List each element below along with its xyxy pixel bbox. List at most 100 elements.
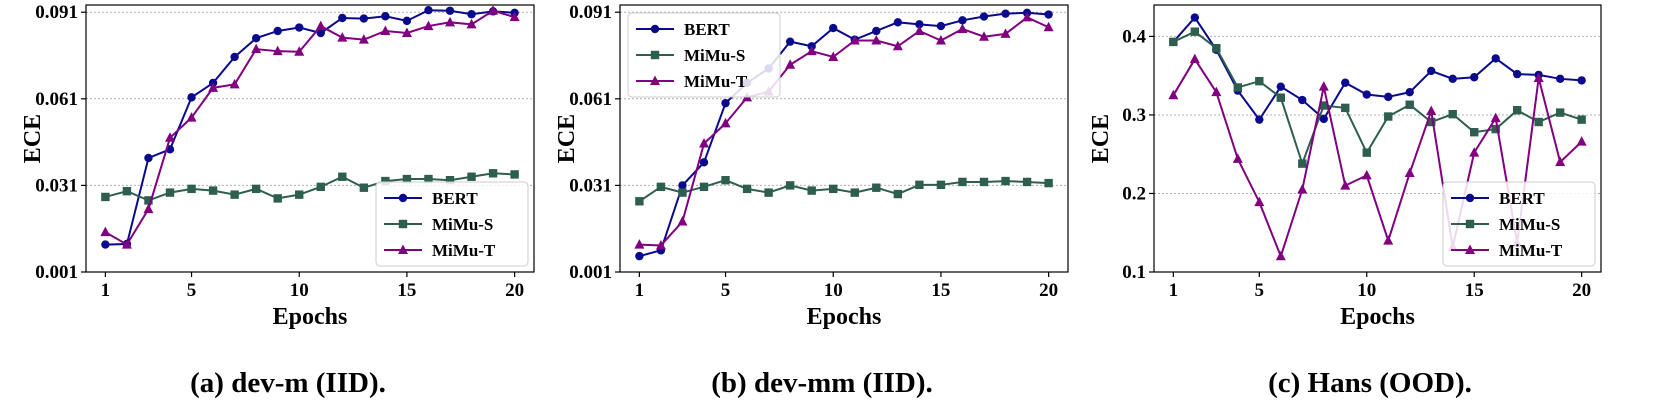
data-point-mimu-s	[338, 172, 347, 181]
data-point-mimu-s	[402, 174, 412, 184]
data-point-mimu-t	[871, 35, 882, 45]
data-point-bert	[1427, 66, 1436, 76]
legend: BERT MiMu-S MiMu-T	[1442, 181, 1596, 267]
data-point-mimu-s	[1319, 101, 1328, 110]
data-point-mimu-s	[1233, 83, 1243, 92]
data-point-mimu-s	[208, 186, 218, 195]
data-point-mimu-t	[1404, 167, 1415, 178]
data-point-mimu-s	[979, 177, 989, 187]
data-point-mimu-t	[251, 43, 262, 54]
data-point-mimu-s	[1384, 112, 1393, 121]
data-point-mimu-s	[1512, 106, 1522, 115]
data-point-mimu-t	[785, 59, 796, 69]
x-tick-label: 5	[721, 280, 731, 301]
data-point-mimu-s	[807, 186, 816, 195]
data-point-mimu-t	[892, 40, 903, 51]
data-point-bert	[381, 12, 390, 21]
legend-box	[627, 12, 781, 98]
data-point-mimu-s	[785, 181, 795, 190]
data-point-bert	[829, 23, 838, 33]
x-tick-label: 20	[505, 280, 524, 301]
x-axis-label: Epochs	[807, 304, 882, 330]
data-point-bert	[295, 23, 304, 32]
y-axis-label: ECE	[20, 114, 46, 163]
data-point-bert	[1405, 87, 1414, 97]
y-tick-label: 0.061	[569, 89, 612, 110]
data-point-bert	[785, 37, 795, 46]
data-point-mimu-t	[699, 138, 709, 148]
data-point-mimu-t	[358, 34, 369, 44]
y-tick-label: 0.091	[569, 2, 612, 23]
data-point-mimu-t	[423, 20, 434, 31]
data-point-mimu-t	[979, 31, 989, 41]
data-point-mimu-s	[273, 194, 282, 203]
data-point-mimu-t	[337, 32, 348, 42]
data-point-mimu-t	[1168, 89, 1179, 100]
x-tick-label: 15	[1465, 280, 1484, 301]
x-tick-label: 20	[1039, 280, 1058, 301]
data-point-mimu-t	[143, 203, 154, 214]
legend-label-mimu-s: MiMu-S	[684, 46, 745, 65]
data-point-bert	[1555, 74, 1565, 84]
x-tick-label: 10	[290, 280, 309, 301]
data-point-mimu-t	[1555, 156, 1566, 167]
y-tick-label: 0.031	[569, 175, 612, 196]
data-point-bert	[251, 33, 261, 43]
data-point-bert	[893, 18, 903, 27]
legend-label-mimu-s: MiMu-S	[1499, 215, 1560, 234]
x-axis-label: Epochs	[1340, 304, 1415, 330]
legend: BERT MiMu-S MiMu-T	[375, 181, 529, 267]
data-point-mimu-t	[1318, 81, 1329, 91]
legend: BERT MiMu-S MiMu-T	[627, 12, 781, 98]
y-tick-label: 0.1	[1122, 262, 1146, 283]
data-point-mimu-s	[829, 184, 838, 194]
data-point-mimu-t	[1533, 72, 1544, 83]
data-point-bert	[230, 52, 239, 62]
data-point-bert	[273, 26, 282, 36]
data-point-mimu-t	[1275, 250, 1286, 261]
data-point-mimu-s	[424, 174, 433, 184]
legend-marker-bert	[650, 24, 660, 34]
data-point-mimu-s	[1001, 176, 1010, 186]
data-point-mimu-s	[144, 196, 153, 205]
y-tick-label: 0.001	[569, 262, 612, 283]
legend-marker-mimu-s	[398, 219, 408, 229]
data-point-mimu-t	[1383, 235, 1394, 245]
data-point-mimu-s	[101, 192, 110, 202]
data-point-bert	[187, 93, 196, 102]
data-point-bert	[979, 12, 989, 21]
data-point-mimu-t	[1469, 147, 1480, 157]
data-point-bert	[1319, 114, 1328, 124]
panel-caption: (a) dev-m (IID).	[190, 367, 386, 399]
data-point-mimu-s	[764, 188, 773, 197]
y-tick-label: 0.091	[35, 2, 78, 23]
data-point-mimu-s	[359, 183, 369, 192]
legend-marker-mimu-t	[1465, 244, 1475, 254]
data-point-mimu-s	[1491, 124, 1500, 134]
data-point-mimu-t	[165, 132, 175, 142]
data-point-mimu-t	[1361, 169, 1372, 180]
data-point-mimu-s	[165, 188, 175, 197]
data-point-bert	[402, 16, 412, 26]
data-point-mimu-s	[1362, 148, 1371, 157]
data-point-bert	[1512, 69, 1522, 79]
data-point-mimu-t	[1426, 105, 1437, 116]
legend-label-bert: BERT	[1499, 189, 1545, 208]
data-point-mimu-t	[1211, 86, 1222, 97]
y-tick-label: 0.3	[1122, 105, 1146, 126]
data-point-mimu-t	[655, 239, 666, 250]
data-point-mimu-t	[229, 78, 240, 89]
data-point-mimu-t	[186, 112, 197, 122]
data-point-mimu-s	[1427, 117, 1436, 127]
data-point-mimu-t	[828, 51, 839, 61]
data-point-bert	[1001, 9, 1010, 18]
data-point-mimu-s	[1448, 109, 1457, 119]
legend-marker-bert	[1465, 193, 1475, 203]
data-point-mimu-s	[1255, 76, 1264, 86]
data-point-mimu-s	[316, 182, 325, 192]
data-point-mimu-t	[677, 215, 688, 226]
